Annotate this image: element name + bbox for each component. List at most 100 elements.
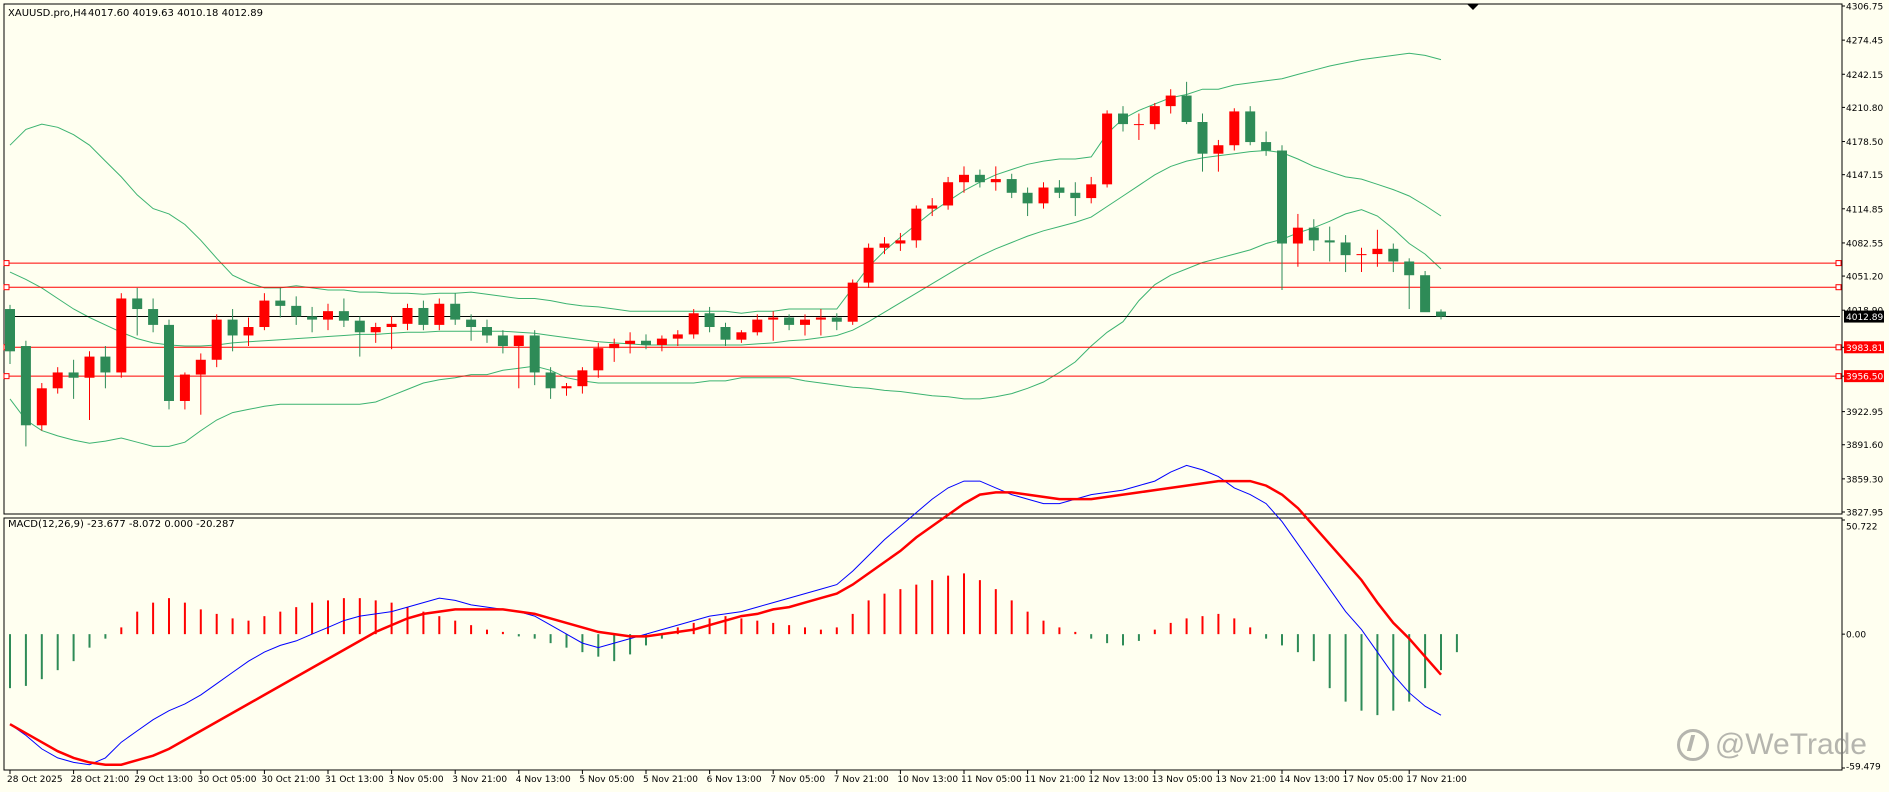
watermark-text: @WeTrade — [1714, 728, 1867, 761]
time-tick-label: 3 Nov 05:00 — [389, 775, 444, 785]
candle-body — [116, 298, 127, 373]
level-tag-label: 3983.81 — [1846, 344, 1883, 354]
candle-body — [132, 298, 143, 310]
candle-body — [291, 305, 302, 317]
time-tick-label: 30 Oct 05:00 — [198, 775, 257, 785]
level-handle-right — [1835, 260, 1842, 267]
level-handle-left — [3, 284, 10, 291]
candle-body — [1229, 111, 1240, 146]
price-tick-label: 3922.95 — [1846, 408, 1883, 418]
candle-body — [593, 348, 604, 371]
level-tag — [1844, 341, 1884, 354]
candle-body — [1436, 311, 1446, 317]
time-tick-label: 11 Nov 05:00 — [961, 775, 1022, 785]
level-handle-left — [3, 373, 10, 380]
wetrade-logo-icon — [1676, 729, 1709, 761]
level-handle-left — [3, 260, 10, 267]
candle-body — [1070, 192, 1081, 199]
level-tag-label: 3956.50 — [1846, 373, 1883, 383]
candle-body — [656, 338, 667, 345]
price-panel-frame — [3, 3, 1843, 515]
price-tick-label: 4114.85 — [1846, 205, 1883, 215]
time-tick-label: 30 Oct 21:00 — [261, 775, 320, 785]
price-tick-label: 4210.80 — [1846, 104, 1883, 114]
candle-body — [815, 317, 826, 320]
time-tick-label: 13 Nov 21:00 — [1215, 775, 1276, 785]
candle-body — [1181, 95, 1192, 122]
candle-body — [911, 208, 922, 241]
time-tick-label: 17 Nov 05:00 — [1343, 775, 1404, 785]
candle-body — [1277, 150, 1287, 244]
time-tick-label: 17 Nov 21:00 — [1406, 775, 1467, 785]
candle-body — [1054, 187, 1065, 193]
candle-body — [974, 174, 985, 183]
candle-body — [688, 313, 699, 335]
candle-body — [1213, 145, 1224, 154]
level-handle-right — [1835, 284, 1842, 291]
macd-tick-label: 0.00 — [1846, 631, 1866, 641]
time-axis: 28 Oct 2025 28 Oct 21:00 29 Oct 13:00 30 Oc… — [7, 770, 1467, 785]
candle-body — [927, 205, 938, 209]
candle-body — [895, 240, 906, 244]
candle-body — [752, 319, 763, 333]
candle-body — [1292, 227, 1303, 244]
candle-body — [513, 335, 524, 347]
candle-body — [482, 327, 492, 336]
candle-body — [784, 317, 795, 325]
macd-tick-label: -59.479 — [1846, 763, 1881, 773]
candlesticks[interactable] — [5, 81, 1446, 447]
candle-body — [148, 309, 159, 325]
candle-body — [1420, 275, 1431, 313]
price-axis: 4306.75 4274.45 4242.15 4210.80 4178.50 4147.… — [1842, 3, 1884, 519]
candle-body — [1372, 248, 1383, 255]
candle-body — [1102, 113, 1113, 185]
candle-body — [1308, 227, 1319, 241]
candle-body — [338, 311, 349, 321]
candle-body — [195, 359, 206, 375]
chart-header-ohlc: 4017.60 4019.63 4010.18 4012.89 — [88, 8, 263, 19]
price-tick-label: 4274.45 — [1846, 37, 1883, 47]
macd-indicator — [9, 464, 1458, 766]
time-tick-label: 7 Nov 05:00 — [770, 775, 825, 785]
candle-body — [609, 343, 620, 349]
candle-body — [211, 319, 222, 360]
macd-label: MACD(12,26,9) -23.677 -8.072 0.000 -20.2… — [8, 519, 235, 530]
price-tick-label: 3891.60 — [1846, 441, 1883, 451]
candle-body — [879, 243, 890, 248]
candle-body — [275, 300, 286, 306]
time-tick-label: 28 Oct 2025 — [7, 775, 63, 785]
candle-body — [68, 372, 79, 378]
price-tick-label: 4242.15 — [1846, 71, 1883, 81]
time-tick-label: 5 Nov 21:00 — [643, 775, 698, 785]
candle-body — [323, 311, 333, 320]
candle-body — [1149, 106, 1160, 125]
candle-body — [704, 313, 715, 328]
level-tag — [1844, 370, 1884, 383]
time-tick-label: 29 Oct 13:00 — [134, 775, 193, 785]
macd-line — [9, 464, 1442, 766]
candle-body — [1388, 248, 1399, 262]
candle-body — [307, 316, 318, 320]
candle-body — [1340, 242, 1351, 256]
candle-body — [84, 356, 95, 378]
level-handle-right — [1835, 373, 1842, 380]
price-tick-label: 4147.15 — [1846, 171, 1883, 181]
signal-line — [9, 479, 1442, 766]
candle-body — [863, 247, 874, 283]
candle-body — [641, 340, 651, 345]
candle-body — [736, 332, 747, 340]
time-tick-label: 7 Nov 21:00 — [834, 775, 889, 785]
candle-body — [1197, 121, 1208, 154]
candle-body — [625, 340, 636, 344]
time-tick-label: 6 Nov 13:00 — [707, 775, 762, 785]
candle-body — [418, 307, 429, 325]
candle-body — [831, 317, 842, 322]
price-tick-label: 4178.50 — [1846, 138, 1883, 148]
macd-panel-frame — [3, 517, 1843, 771]
shift-marker-icon[interactable] — [1467, 4, 1479, 10]
candle-body — [100, 356, 111, 373]
candle-body — [1038, 187, 1049, 204]
price-tick-label: 4306.75 — [1846, 3, 1883, 13]
